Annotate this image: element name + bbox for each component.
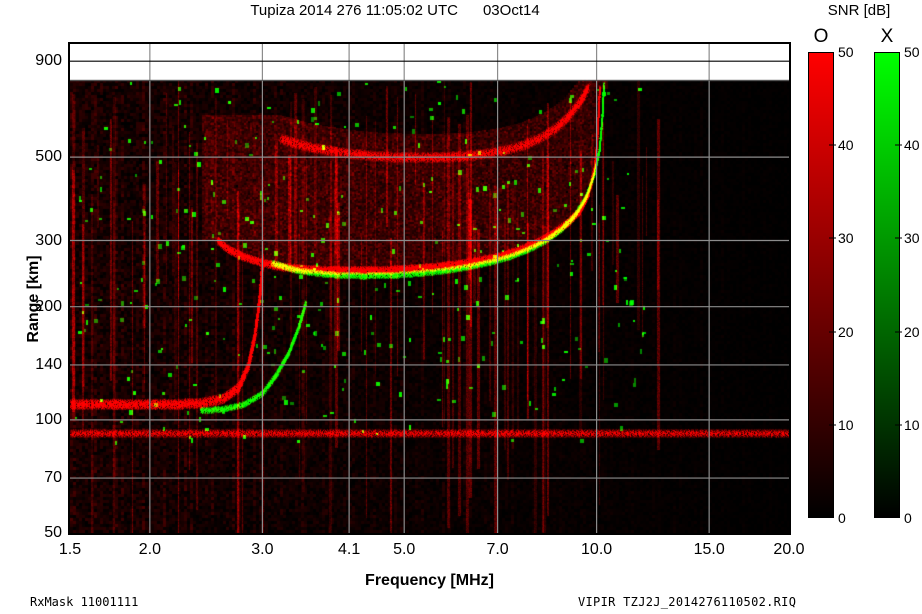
y-axis-title: Range [km] bbox=[25, 255, 42, 343]
colorbar-x-label: X bbox=[880, 26, 894, 47]
x-tick-label: 20.0 bbox=[773, 541, 805, 558]
colorbar-tick-label: 0 bbox=[838, 510, 846, 526]
colorbar-tick-label: 0 bbox=[904, 510, 912, 526]
x-tick-label: 10.0 bbox=[581, 541, 613, 558]
colorbar-o-label: O bbox=[813, 26, 829, 47]
x-tick-label: 1.5 bbox=[58, 541, 82, 558]
y-axis-ticks: 50 70 100 140 200 300 500 900 bbox=[0, 0, 62, 614]
colorbar-tick-label: 10 bbox=[838, 416, 854, 433]
colorbar-tick-label: 20 bbox=[904, 323, 920, 340]
x-tick-label: 15.0 bbox=[693, 541, 725, 558]
file-info-label: VIPIR TZJ2J_2014276110502.RIQ bbox=[578, 595, 797, 609]
x-tick-label: 5.0 bbox=[393, 541, 416, 558]
colorbar-tick-label: 10 bbox=[904, 416, 920, 433]
page-title: Tupiza 2014 276 11:05:02 UTC 03Oct14 bbox=[250, 2, 540, 19]
y-tick-label: 50 bbox=[44, 524, 62, 541]
ionogram-heatmap-canvas bbox=[70, 44, 789, 533]
colorbar-tick-label: 50 bbox=[838, 44, 854, 60]
colorbar-o-gradient bbox=[808, 52, 834, 518]
y-tick-label: 500 bbox=[35, 148, 62, 166]
colorbar-tick-label: 50 bbox=[904, 44, 920, 60]
rxmask-label: RxMask 11001111 bbox=[30, 595, 139, 609]
colorbar-tick-label: 30 bbox=[904, 230, 920, 247]
x-tick-label: 3.0 bbox=[251, 541, 274, 558]
x-tick-label: 2.0 bbox=[138, 541, 161, 558]
x-axis-title: Frequency [MHz] bbox=[365, 572, 494, 589]
y-tick-label: 900 bbox=[35, 52, 62, 70]
x-axis-ticks: 1.5 2.0 3.0 4.1 5.0 7.0 10.0 15.0 20.0 bbox=[0, 541, 922, 565]
y-tick-label: 140 bbox=[35, 355, 62, 373]
x-tick-label: 4.1 bbox=[337, 541, 361, 558]
y-tick-label: 200 bbox=[35, 297, 62, 315]
colorbar-tick-label: 30 bbox=[838, 230, 854, 247]
y-tick-label: 300 bbox=[35, 231, 62, 249]
colorbar-title: SNR [dB] bbox=[827, 2, 891, 19]
colorbar-x-gradient bbox=[874, 52, 900, 518]
y-tick-label: 100 bbox=[35, 410, 62, 428]
colorbar-tick-label: 20 bbox=[838, 323, 854, 340]
colorbar-tick-label: 40 bbox=[838, 137, 854, 154]
y-tick-label: 70 bbox=[44, 469, 62, 487]
x-tick-label: 7.0 bbox=[486, 541, 509, 558]
colorbar-tick-label: 40 bbox=[904, 137, 920, 154]
ionogram-plot[interactable] bbox=[68, 42, 791, 535]
